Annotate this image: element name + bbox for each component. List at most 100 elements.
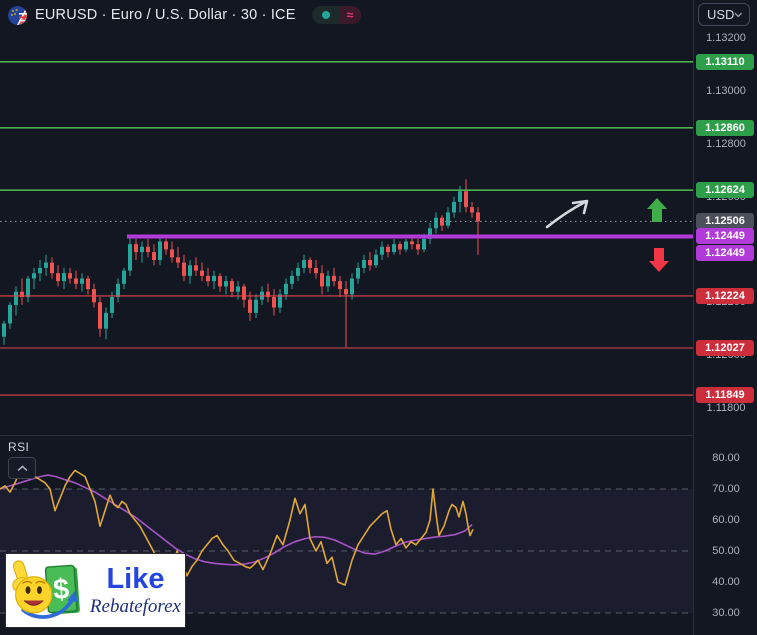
candle (404, 241, 408, 250)
candle (422, 238, 426, 250)
candle (428, 228, 432, 239)
candle (338, 281, 342, 290)
rsi-axis-label: 80.00 (712, 452, 740, 464)
price-badge-support: 1.11849 (696, 387, 754, 403)
rsi-label: RSI (8, 440, 30, 454)
candle (242, 286, 246, 300)
candle (80, 278, 84, 284)
candle (224, 281, 228, 287)
candle (452, 201, 456, 213)
rsi-axis-label: 30.00 (712, 607, 740, 619)
data-feed-status (311, 6, 339, 24)
delayed-data-icon: ≈ (338, 6, 362, 24)
candle (278, 294, 282, 308)
rsi-axis-label: 70.00 (712, 483, 740, 495)
price-badge-resistance: 1.12624 (696, 182, 754, 198)
currency-dropdown[interactable]: USD (698, 3, 750, 26)
candle (458, 191, 462, 202)
candle (440, 217, 444, 226)
candle (164, 241, 168, 250)
candle (2, 323, 6, 337)
candle (362, 260, 366, 268)
price-badge-key: 1.12449 (696, 245, 754, 261)
market-status[interactable]: ≈ (311, 6, 362, 24)
candle (236, 286, 240, 292)
chart-canvas[interactable] (0, 0, 693, 635)
candle (134, 244, 138, 253)
rsi-line (0, 463, 474, 586)
svg-text:$: $ (52, 573, 70, 606)
candle (122, 270, 126, 284)
candle (98, 302, 102, 329)
candle (254, 299, 258, 313)
chevron-down-icon (734, 12, 743, 17)
collapse-pane-button[interactable] (8, 457, 36, 479)
candle (350, 278, 354, 295)
price-badge-last: 1.12506 (696, 213, 754, 229)
candle (290, 275, 294, 284)
candle (200, 270, 204, 276)
candle (284, 283, 288, 295)
candle (266, 291, 270, 298)
rebateforex-logo: $ Like Rebateforex (5, 553, 186, 628)
candle (8, 304, 12, 324)
candle (26, 278, 30, 298)
candle (230, 281, 234, 292)
price-axis-label: 1.12800 (706, 138, 746, 150)
candle (380, 246, 384, 255)
trend-arrow (545, 200, 587, 229)
candle (38, 267, 42, 274)
candle (74, 278, 78, 284)
symbol-title[interactable]: EURUSD · Euro / U.S. Dollar · 30 · ICE (35, 7, 296, 23)
candle (326, 275, 330, 287)
candle (446, 212, 450, 226)
candle (56, 273, 60, 282)
candle (218, 275, 222, 287)
candle (176, 257, 180, 263)
candle (434, 217, 438, 229)
candle (332, 275, 336, 282)
chevron-up-icon (17, 464, 27, 471)
candle (314, 267, 318, 274)
candle (248, 299, 252, 313)
candle (386, 246, 390, 253)
candle (110, 297, 114, 313)
price-badge-support: 1.12027 (696, 340, 754, 356)
candle (20, 291, 24, 298)
price-badge-resistance: 1.12860 (696, 120, 754, 136)
candle (296, 267, 300, 276)
candle (140, 246, 144, 253)
candle (116, 283, 120, 298)
candle (392, 244, 396, 253)
rsi-ma-line (0, 474, 473, 566)
price-badge-key: 1.12449 (696, 228, 754, 244)
candle (398, 244, 402, 250)
candle (68, 273, 72, 279)
candle (476, 212, 480, 222)
rsi-pane-header: RSI (8, 438, 36, 479)
candle (104, 312, 108, 329)
candle (182, 262, 186, 276)
candle (464, 191, 468, 208)
thumbs-up-money-graphic: $ (12, 559, 80, 619)
down-arrow-icon (649, 248, 669, 272)
candle (152, 252, 156, 261)
candle (206, 275, 210, 282)
candle (170, 249, 174, 258)
candle (128, 244, 132, 271)
candle (158, 241, 162, 261)
candle (416, 244, 420, 250)
candle (470, 207, 474, 213)
price-axis-label: 1.11800 (706, 402, 746, 414)
candle (188, 265, 192, 276)
candle (356, 267, 360, 279)
candle (272, 297, 276, 308)
candle (32, 273, 36, 279)
logo-brand-text: Rebateforex (89, 595, 181, 617)
candle (410, 241, 414, 245)
price-badge-support: 1.12224 (696, 288, 754, 304)
logo-like-text: Like (106, 563, 165, 596)
price-axis[interactable]: 1.132001.130001.128001.126001.122001.120… (693, 0, 757, 635)
candle (146, 246, 150, 253)
candle (194, 265, 198, 271)
